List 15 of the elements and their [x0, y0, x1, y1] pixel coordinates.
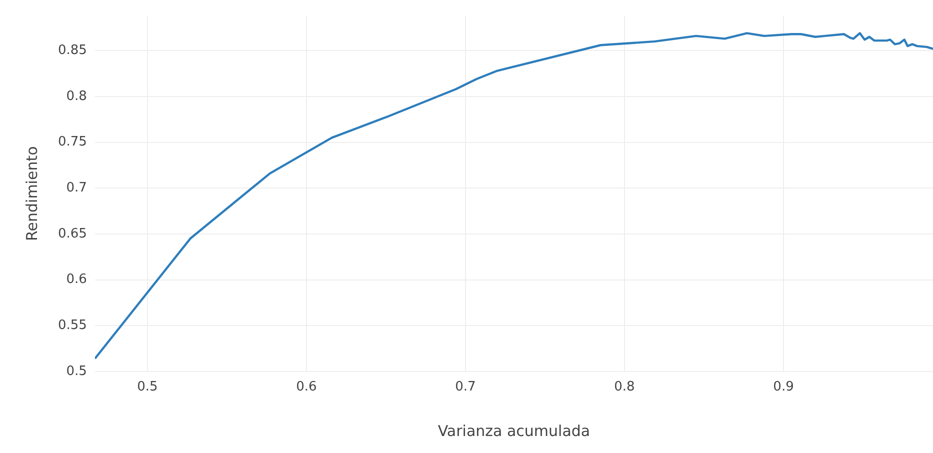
x-tick-label: 0.5 [137, 380, 158, 395]
y-tick-label: 0.65 [58, 226, 87, 242]
y-tick-label: 0.75 [58, 134, 87, 150]
x-axis-title: Varianza acumulada [438, 422, 590, 440]
y-tick-label: 0.85 [58, 43, 87, 58]
y-tick-label: 0.55 [58, 318, 87, 333]
y-tick-label: 0.7 [66, 180, 87, 196]
y-axis-title: Rendimiento [22, 146, 41, 241]
x-tick-label: 0.6 [296, 380, 317, 395]
x-tick-label: 0.8 [614, 380, 635, 395]
x-tick-label: 0.7 [455, 380, 476, 395]
x-tick-label: 0.9 [773, 380, 794, 395]
y-tick-label: 0.6 [66, 272, 87, 288]
y-tick-label: 0.8 [66, 88, 87, 104]
y-tick-label: 0.5 [66, 364, 87, 379]
